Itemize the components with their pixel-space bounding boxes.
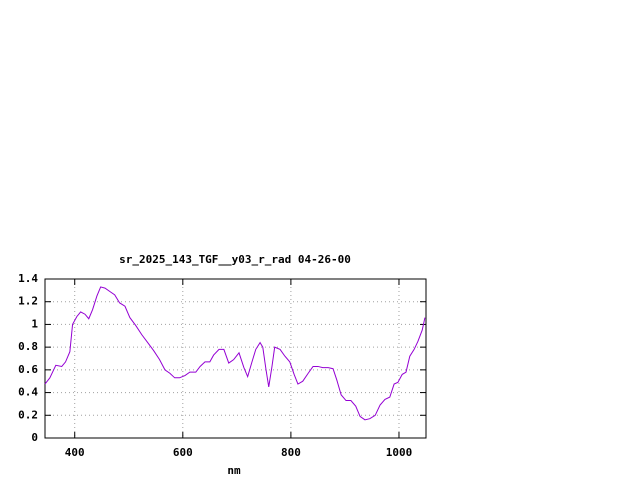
x-axis-label: nm [227,464,241,477]
y-tick-label: 0.4 [18,386,38,399]
chart-title: sr_2025_143_TGF__y03_r_rad 04-26-00 [119,253,351,266]
plot-frame [44,278,427,439]
y-tick-label: 1 [31,317,38,330]
y-tick-label: 1.2 [18,295,38,308]
x-tick-label: 1000 [386,446,413,459]
x-tick-label: 600 [173,446,193,459]
y-tick-label: 0.2 [18,408,38,421]
x-tick-label: 800 [281,446,301,459]
y-tick-label: 1.4 [18,272,38,285]
x-tick-label: 400 [65,446,85,459]
y-tick-label: 0 [31,431,38,444]
y-tick-label: 0.8 [18,340,38,353]
y-tick-label: 0.6 [18,363,38,376]
data-line [44,286,426,421]
